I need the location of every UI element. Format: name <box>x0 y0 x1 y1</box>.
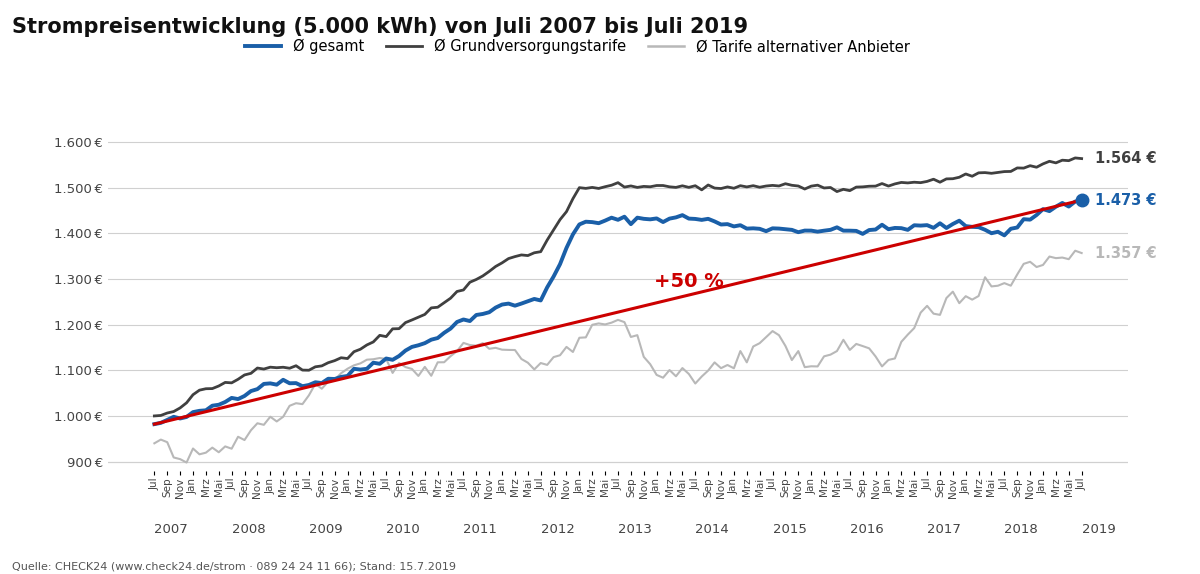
Text: 2007: 2007 <box>155 523 188 537</box>
Text: 2014: 2014 <box>695 523 730 537</box>
Text: 2009: 2009 <box>308 523 342 537</box>
Text: 2015: 2015 <box>773 523 806 537</box>
Text: 2018: 2018 <box>1004 523 1038 537</box>
Text: 2017: 2017 <box>928 523 961 537</box>
Text: Strompreisentwicklung (5.000 kWh) von Juli 2007 bis Juli 2019: Strompreisentwicklung (5.000 kWh) von Ju… <box>12 17 748 37</box>
Text: 1.473 €: 1.473 € <box>1094 193 1156 208</box>
Text: Quelle: CHECK24 (www.check24.de/strom · 089 24 24 11 66); Stand: 15.7.2019: Quelle: CHECK24 (www.check24.de/strom · … <box>12 561 456 571</box>
Text: 1.357 €: 1.357 € <box>1094 246 1156 261</box>
Text: +50 %: +50 % <box>654 272 724 291</box>
Text: 1.564 €: 1.564 € <box>1094 151 1156 166</box>
Text: 2019: 2019 <box>1081 523 1115 537</box>
Text: 2011: 2011 <box>463 523 497 537</box>
Text: 2013: 2013 <box>618 523 652 537</box>
Text: 2012: 2012 <box>541 523 575 537</box>
Text: 2016: 2016 <box>850 523 883 537</box>
Text: 2010: 2010 <box>386 523 420 537</box>
Legend: Ø gesamt, Ø Grundversorgungstarife, Ø Tarife alternativer Anbieter: Ø gesamt, Ø Grundversorgungstarife, Ø Ta… <box>239 33 916 60</box>
Text: 2008: 2008 <box>232 523 265 537</box>
